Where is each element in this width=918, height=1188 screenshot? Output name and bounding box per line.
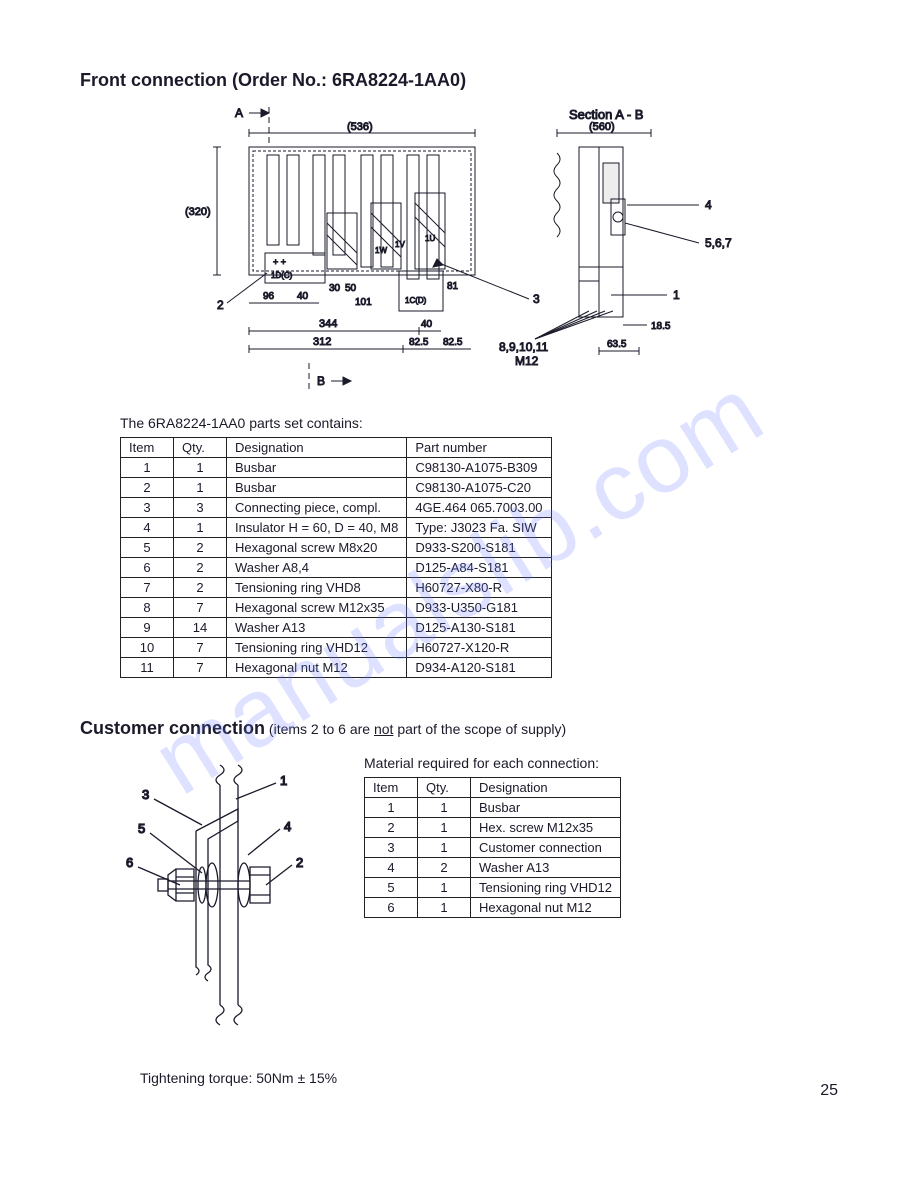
table-row: 914Washer A13D125-A130-S181 (121, 618, 552, 638)
parts-caption: The 6RA8224-1AA0 parts set contains: (120, 415, 838, 431)
svg-text:82.5: 82.5 (443, 337, 463, 348)
table-row: 33Connecting piece, compl.4GE.464 065.70… (121, 498, 552, 518)
svg-text:1: 1 (673, 288, 680, 302)
front-order-no: 6RA8224-1AA0 (332, 70, 460, 90)
th2-qty: Qty. (418, 778, 471, 798)
svg-text:4: 4 (705, 198, 712, 212)
svg-text:2: 2 (296, 855, 303, 870)
note-not: not (374, 721, 393, 737)
front-title-suffix: ) (460, 70, 466, 90)
svg-text:96: 96 (263, 291, 275, 302)
svg-text:40: 40 (297, 291, 309, 302)
th-qty: Qty. (174, 438, 227, 458)
svg-text:1: 1 (280, 773, 287, 788)
table-row: 87Hexagonal screw M12x35D933-U350-G181 (121, 598, 552, 618)
table-row: 21BusbarC98130-A1075-C20 (121, 478, 552, 498)
th2-item: Item (365, 778, 418, 798)
svg-text:344: 344 (319, 318, 337, 330)
svg-text:18.5: 18.5 (651, 321, 671, 332)
svg-text:63.5: 63.5 (607, 339, 627, 350)
svg-text:1U: 1U (425, 234, 435, 243)
table-row: 62Washer A8,4D125-A84-S181 (121, 558, 552, 578)
svg-text:40: 40 (421, 319, 433, 330)
svg-text:(560): (560) (589, 121, 615, 133)
table-row: 11Busbar (365, 798, 621, 818)
svg-text:+ +: + + (273, 257, 286, 267)
svg-text:5,6,7: 5,6,7 (705, 236, 732, 250)
customer-title-text: Customer connection (80, 718, 265, 738)
svg-text:M12: M12 (515, 354, 539, 368)
customer-title: Customer connection (items 2 to 6 are no… (80, 718, 838, 739)
table-row: 11BusbarC98130-A1075-B309 (121, 458, 552, 478)
table-row: 61Hexagonal nut M12 (365, 898, 621, 918)
svg-text:3: 3 (533, 292, 540, 306)
svg-text:1V: 1V (395, 240, 405, 249)
front-title-prefix: Front connection (Order No.: (80, 70, 332, 90)
material-table: Item Qty. Designation 11Busbar21Hex. scr… (364, 777, 621, 918)
th-designation: Designation (227, 438, 407, 458)
svg-text:5: 5 (138, 821, 145, 836)
svg-text:1D(C): 1D(C) (271, 271, 293, 280)
svg-text:30: 30 (329, 283, 341, 294)
th-item: Item (121, 438, 174, 458)
th-partno: Part number (407, 438, 551, 458)
svg-text:312: 312 (313, 336, 331, 348)
svg-text:82.5: 82.5 (409, 337, 429, 348)
note-post: part of the scope of supply) (393, 721, 566, 737)
svg-text:4: 4 (284, 819, 291, 834)
table-row: 52Hexagonal screw M8x20D933-S200-S181 (121, 538, 552, 558)
table-row: 41Insulator H = 60, D = 40, M8Type: J302… (121, 518, 552, 538)
svg-text:101: 101 (355, 297, 372, 308)
front-title: Front connection (Order No.: 6RA8224-1AA… (80, 70, 838, 91)
svg-text:3: 3 (142, 787, 149, 802)
parts-table: Item Qty. Designation Part number 11Busb… (120, 437, 552, 678)
svg-text:50: 50 (345, 283, 357, 294)
svg-text:1C(D): 1C(D) (405, 296, 427, 305)
svg-text:(536): (536) (347, 121, 373, 133)
material-caption: Material required for each connection: (364, 755, 838, 771)
front-diagram: A (536) Section A - B (560) + + 1D(C) (179, 103, 739, 403)
svg-text:6: 6 (126, 855, 133, 870)
svg-text:A: A (235, 106, 243, 120)
svg-text:2: 2 (217, 298, 224, 312)
torque-text: Tightening torque: 50Nm ± 15% (140, 1070, 340, 1086)
note-pre: (items 2 to 6 are (265, 721, 374, 737)
svg-text:(320): (320) (185, 206, 211, 218)
table-row: 21Hex. screw M12x35 (365, 818, 621, 838)
table-row: 107Tensioning ring VHD12H60727-X120-R (121, 638, 552, 658)
svg-text:Section A - B: Section A - B (569, 107, 643, 122)
th2-desig: Designation (471, 778, 621, 798)
table-row: 31Customer connection (365, 838, 621, 858)
table-row: 117Hexagonal nut M12D934-A120-S181 (121, 658, 552, 678)
table-row: 42Washer A13 (365, 858, 621, 878)
customer-diagram: 1 4 2 3 5 6 Tightening torque: 50Nm ± 15… (80, 755, 340, 1086)
svg-text:81: 81 (447, 281, 459, 292)
svg-text:8,9,10,11: 8,9,10,11 (499, 340, 548, 354)
table-row: 51Tensioning ring VHD12 (365, 878, 621, 898)
svg-text:1W: 1W (375, 246, 387, 255)
table-row: 72Tensioning ring VHD8H60727-X80-R (121, 578, 552, 598)
page-number: 25 (820, 1082, 838, 1100)
svg-text:B: B (317, 374, 325, 388)
